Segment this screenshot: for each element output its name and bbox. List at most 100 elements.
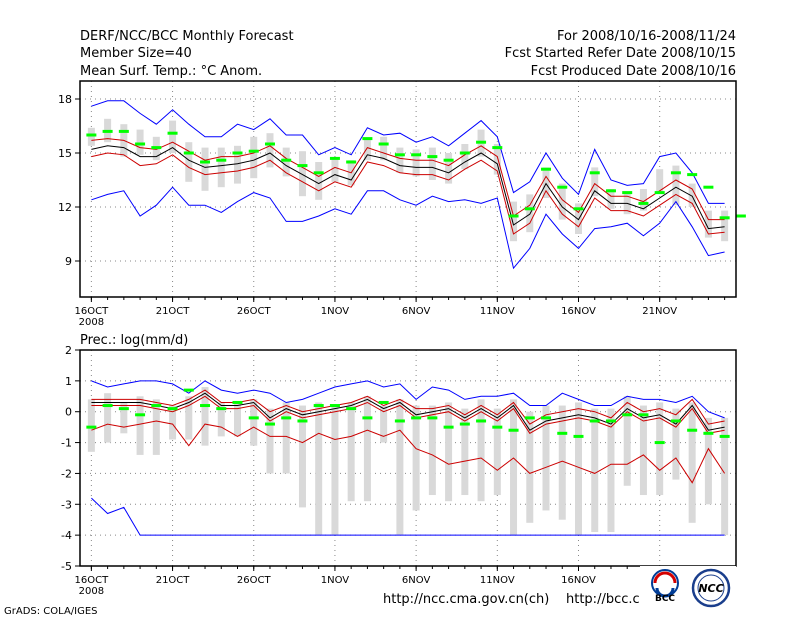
ensemble-box-prec	[526, 411, 534, 523]
x-year-label-prec: 2008	[79, 586, 104, 597]
ensemble-box-prec	[623, 396, 631, 486]
produced-date: Fcst Produced Date 2008/10/16	[531, 64, 736, 79]
ensemble-box-temp	[217, 147, 225, 188]
started-date: Fcst Started Refer Date 2008/10/15	[505, 46, 736, 61]
ensemble-box-temp	[688, 183, 696, 207]
ensemble-box-temp	[282, 147, 290, 177]
bcc-url[interactable]: http://bcc.c	[566, 592, 640, 607]
ensemble-box-prec	[282, 402, 290, 474]
ensemble-box-prec	[169, 405, 177, 440]
x-tick-label-prec: 16OCT	[75, 575, 110, 586]
y-tick-label-prec: -2	[61, 467, 72, 480]
y-tick-label-temp: 15	[58, 147, 72, 160]
ncc-logo: NCC	[690, 566, 736, 618]
ncc-url[interactable]: http://ncc.cma.gov.cn(ch)	[383, 592, 549, 607]
ncc-logo-text: NCC	[698, 582, 723, 595]
ensemble-box-temp	[510, 201, 518, 242]
x-tick-label-temp: 1NOV	[321, 306, 350, 317]
ensemble-box-prec	[234, 402, 242, 437]
ensemble-box-prec	[152, 399, 160, 455]
ensemble-box-prec	[672, 408, 680, 480]
ensemble-box-temp	[704, 210, 712, 238]
ensemble-box-prec	[510, 399, 518, 536]
ensemble-mean-line-prec	[91, 392, 725, 431]
ensemble-box-temp	[672, 165, 680, 206]
plot-frame-prec	[79, 349, 737, 567]
ensemble-box-temp	[234, 145, 242, 184]
y-tick-label-prec: -3	[61, 498, 72, 511]
ensemble-box-prec	[87, 399, 95, 452]
ensemble-box-prec	[493, 408, 501, 496]
x-tick-label-prec: 26OCT	[237, 575, 272, 586]
ensemble-box-temp	[363, 138, 371, 161]
ensemble-box-prec	[298, 405, 306, 508]
ensemble-box-prec	[721, 417, 729, 536]
bcc-logo-text: BCC	[655, 594, 675, 604]
ensemble-box-prec	[217, 402, 225, 437]
y-tick-label-prec: 0	[65, 406, 72, 419]
ensemble-box-temp	[412, 149, 420, 177]
ensemble-box-prec	[104, 393, 112, 443]
ensemble-box-prec	[639, 405, 647, 496]
plot-frame-temp	[79, 80, 737, 298]
ensemble-box-prec	[250, 399, 258, 446]
ensemble-box-temp	[542, 167, 550, 198]
ensemble-box-prec	[185, 396, 193, 440]
forecast-period: For 2008/10/16-2008/11/24	[557, 29, 736, 44]
ensemble-box-prec	[558, 405, 566, 520]
ensemble-box-temp	[185, 142, 193, 182]
y-tick-label-prec: -5	[61, 560, 72, 573]
ensemble-box-temp	[250, 136, 258, 179]
ensemble-box-temp	[428, 147, 436, 180]
ensemble-box-prec	[363, 396, 371, 502]
ensemble-box-temp	[445, 153, 453, 184]
ensemble-box-prec	[396, 399, 404, 536]
y-tick-label-temp: 9	[65, 255, 72, 268]
ensemble-box-prec	[412, 405, 420, 511]
member-size: Member Size=40	[80, 46, 192, 61]
x-year-label-temp: 2008	[79, 317, 104, 328]
bcc-logo: BCC	[640, 566, 690, 618]
ensemble-box-temp	[136, 129, 144, 155]
ensemble-box-temp	[315, 162, 323, 200]
max-line-prec	[91, 380, 725, 419]
ensemble-box-temp	[721, 210, 729, 242]
ensemble-box-prec	[688, 402, 696, 523]
ensemble-box-prec	[315, 402, 323, 536]
y-tick-label-prec: -1	[61, 437, 72, 450]
x-tick-label-prec: 21OCT	[156, 575, 191, 586]
ensemble-box-temp	[591, 167, 599, 197]
ensemble-box-prec	[331, 405, 339, 536]
mean-upper-line-temp	[91, 138, 725, 221]
ensemble-box-prec	[136, 396, 144, 455]
ensemble-box-prec	[607, 408, 615, 533]
x-tick-label-prec: 1NOV	[321, 575, 350, 586]
ensemble-mean-line-temp	[91, 145, 725, 230]
ensemble-box-prec	[445, 402, 453, 502]
ensemble-box-temp	[87, 127, 95, 146]
y-tick-label-temp: 12	[58, 201, 72, 214]
precip-title: Prec.: log(mm/d)	[80, 333, 188, 348]
x-tick-label-temp: 26OCT	[237, 306, 272, 317]
ensemble-min-line-prec	[91, 420, 726, 484]
mean-lower-line-temp	[91, 152, 725, 235]
x-tick-label-temp: 16OCT	[75, 306, 110, 317]
ensemble-box-prec	[347, 402, 355, 502]
ensemble-box-temp	[493, 144, 501, 175]
x-tick-label-temp: 21OCT	[156, 306, 191, 317]
ensemble-box-temp	[656, 169, 664, 193]
ensemble-box-prec	[266, 408, 274, 474]
ensemble-box-temp	[558, 183, 566, 220]
min-line-temp	[91, 186, 725, 270]
y-tick-label-prec: 2	[65, 344, 72, 357]
min-line-prec	[91, 497, 725, 536]
x-tick-label-prec: 11NOV	[480, 575, 515, 586]
y-tick-label-prec: -4	[61, 529, 72, 542]
x-tick-label-prec: 16NOV	[561, 575, 596, 586]
ensemble-box-temp	[639, 189, 647, 211]
chart-title: DERF/NCC/BCC Monthly Forecast	[80, 29, 294, 44]
y-tick-label-temp: 18	[58, 93, 72, 106]
x-tick-label-temp: 11NOV	[480, 306, 515, 317]
ensemble-box-prec	[461, 408, 469, 496]
ensemble-box-prec	[380, 405, 388, 443]
